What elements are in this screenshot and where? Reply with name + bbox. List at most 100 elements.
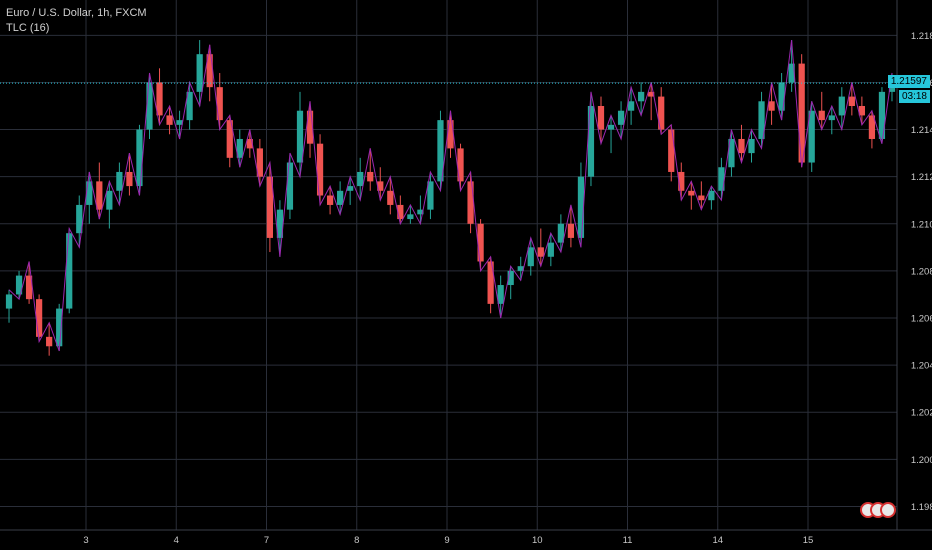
- x-tick-label: 9: [444, 535, 449, 546]
- candle-body: [86, 181, 93, 205]
- candle-body: [256, 148, 263, 177]
- candle-body: [437, 120, 444, 182]
- x-tick-label: 7: [264, 535, 269, 546]
- candle-body: [477, 223, 484, 262]
- y-tick-label: 1.21000: [911, 219, 932, 230]
- candle-body: [397, 204, 404, 220]
- economic-events-icons[interactable]: [860, 498, 896, 522]
- y-tick-label: 1.21200: [911, 172, 932, 183]
- candle-body: [387, 190, 394, 205]
- candle-body: [357, 171, 364, 187]
- candle-body: [788, 63, 795, 83]
- y-tick-label: 1.20400: [911, 361, 932, 372]
- candle-body: [126, 171, 133, 187]
- candle-body: [658, 96, 665, 130]
- candle-body: [266, 176, 274, 238]
- candle-body: [828, 115, 835, 121]
- candle-body: [537, 247, 544, 257]
- candle-body: [748, 138, 755, 154]
- candle-body: [326, 195, 334, 205]
- symbol-title[interactable]: Euro / U.S. Dollar, 1h, FXCM: [6, 7, 147, 19]
- candle-body: [517, 266, 524, 271]
- candle-body: [15, 275, 23, 295]
- candle-body: [46, 336, 53, 347]
- candle-body: [196, 54, 203, 92]
- candle-body: [66, 233, 73, 309]
- tlc-indicator-line: [8, 39, 893, 352]
- candle-body: [778, 82, 785, 111]
- candle-body: [768, 101, 775, 111]
- candle-body: [587, 106, 595, 177]
- candle-body: [206, 54, 213, 88]
- candle-body: [848, 96, 855, 106]
- candle-body: [638, 91, 645, 102]
- y-tick-label: 1.20800: [911, 266, 932, 277]
- candle-body: [417, 209, 424, 215]
- candle-body: [5, 294, 13, 309]
- candle-body: [347, 186, 354, 191]
- last-price-badge: 1.21597: [887, 75, 930, 89]
- bar-countdown-marker: 03:18: [898, 90, 932, 104]
- flag-us-icon[interactable]: [880, 502, 896, 518]
- candle-body: [838, 96, 845, 116]
- tlc-indicator-layer: [8, 39, 893, 352]
- candle-body: [25, 275, 33, 300]
- candle-body: [758, 101, 765, 139]
- candle-body: [718, 167, 725, 191]
- indicator-label[interactable]: TLC (16): [6, 22, 50, 34]
- candle-body: [627, 101, 635, 111]
- candle-body: [708, 190, 715, 201]
- candle-body: [236, 138, 243, 158]
- candle-body: [36, 299, 43, 337]
- candle-body: [407, 214, 414, 220]
- candle-body: [497, 285, 504, 304]
- bar-countdown-badge: 03:18: [898, 90, 930, 104]
- candle-body: [96, 181, 103, 210]
- candle-body: [678, 171, 685, 191]
- candle-body: [367, 171, 374, 182]
- candle-body: [216, 87, 223, 121]
- candle-body: [607, 124, 615, 130]
- candle-body: [557, 223, 564, 243]
- x-tick-label: 11: [623, 535, 633, 546]
- candle-body: [507, 270, 514, 286]
- candle-body: [106, 190, 113, 210]
- candle-body: [337, 190, 344, 205]
- candle-body: [226, 120, 233, 158]
- candle-wicks: [8, 40, 893, 356]
- x-tick-label: 3: [83, 535, 88, 546]
- candle-body: [377, 181, 384, 191]
- candle-body: [818, 110, 825, 121]
- candle-body: [156, 82, 163, 116]
- candle-body: [858, 106, 865, 116]
- candle-body: [567, 223, 575, 238]
- candle-body: [698, 195, 705, 201]
- candle-body: [547, 242, 554, 257]
- candle-body: [186, 91, 193, 121]
- y-tick-label: 1.21400: [911, 125, 932, 136]
- candle-body: [306, 110, 314, 144]
- candle-body: [597, 106, 605, 130]
- candle-body: [447, 120, 454, 149]
- x-tick-label: 15: [803, 535, 814, 546]
- y-tick-label: 1.20000: [911, 455, 932, 466]
- y-tick-label: 1.20200: [911, 408, 932, 419]
- candle-body: [296, 110, 304, 163]
- candle-body: [146, 82, 153, 130]
- candle-body: [688, 190, 695, 196]
- candle-body: [868, 115, 876, 139]
- last-price-marker: 1.21597: [887, 75, 932, 89]
- x-tick-label: 8: [354, 535, 359, 546]
- y-tick-label: 1.20600: [911, 314, 932, 325]
- grid-lines: [0, 0, 897, 530]
- chart-legend: Euro / U.S. Dollar, 1h, FXCM TLC (16): [6, 6, 147, 36]
- candle-body: [738, 138, 745, 154]
- x-tick-label: 10: [532, 535, 543, 546]
- candle-body: [798, 63, 805, 163]
- candle-body: [246, 138, 253, 149]
- candle-body: [136, 129, 143, 187]
- candle-body: [76, 204, 83, 234]
- candle-body: [457, 148, 464, 182]
